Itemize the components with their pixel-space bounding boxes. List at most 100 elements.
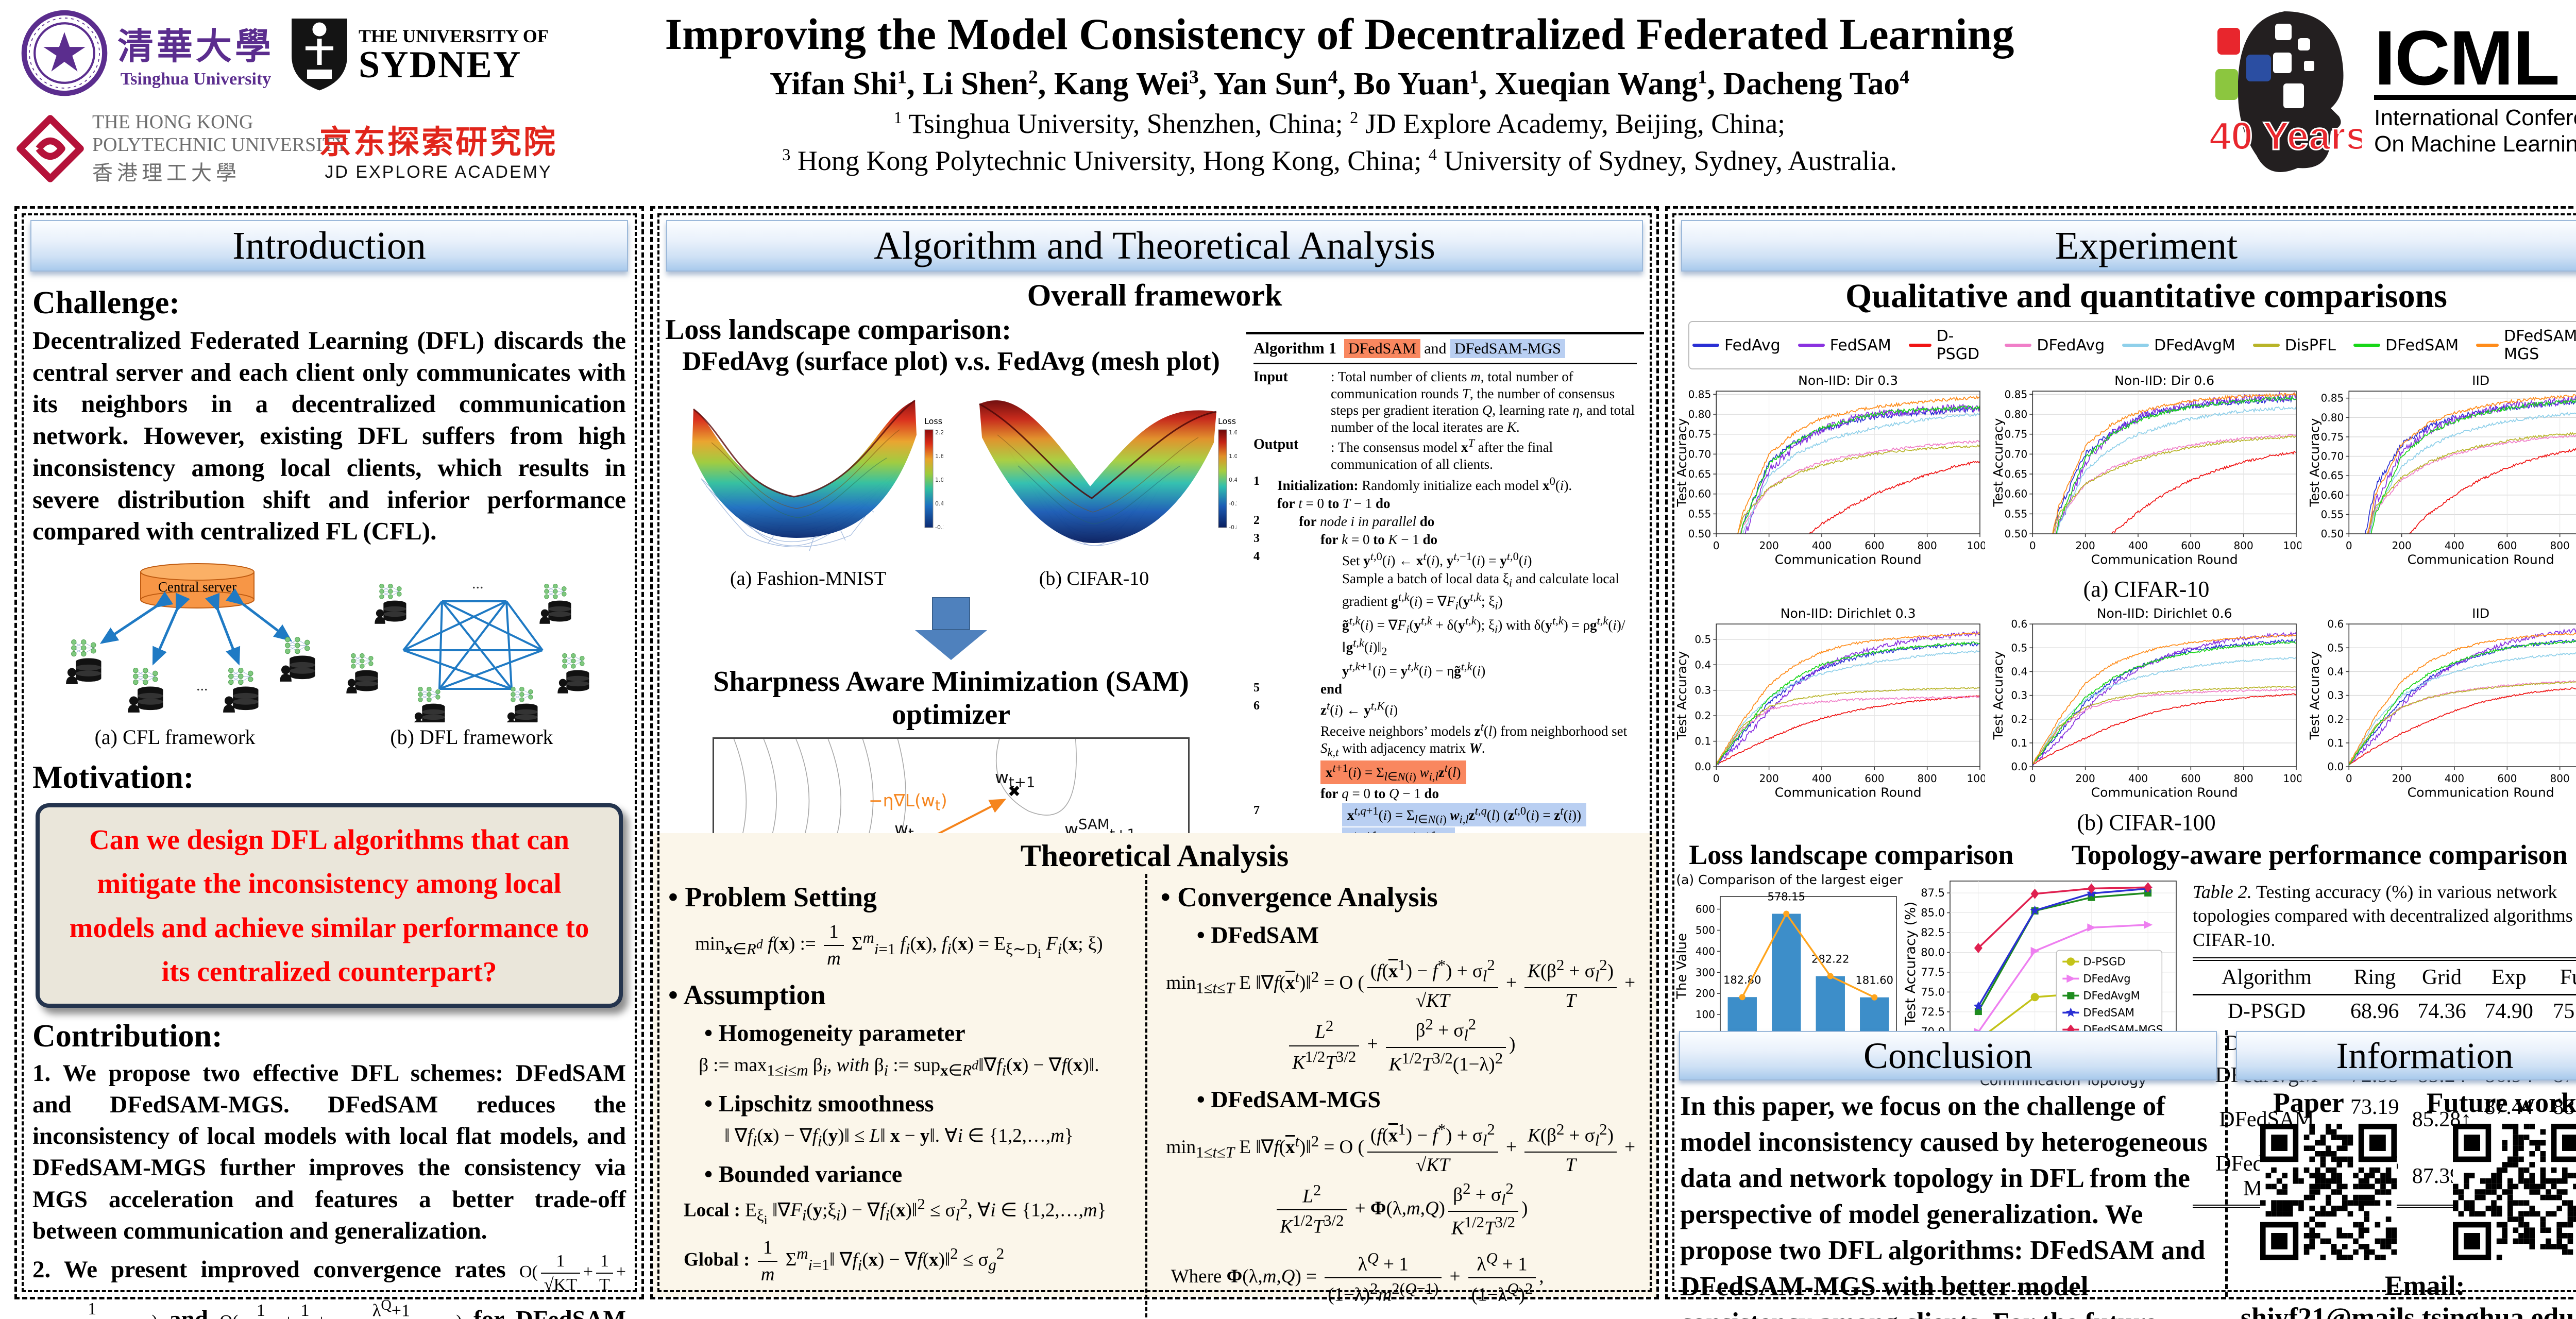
information-header: Information	[2236, 1031, 2576, 1080]
conclusion-section: Conclusion In this paper, we focus on th…	[1668, 1027, 2225, 1319]
dfedsam-conv-formula: min1≤t≤T E ‖∇f(xt)‖2 = O ((f(x1) − f*) +…	[1161, 955, 1641, 1077]
poster-authors: Yifan Shi1, Li Shen2, Kang Wei3, Yan Sun…	[769, 66, 1909, 102]
chart-cifar10-dir03: 0.50 0.55 0.60 0.65 0.70 0.75 0.80 0.85 0 200 400 6…	[1675, 373, 1985, 575]
svg-text:800: 800	[1918, 539, 1937, 552]
svg-text:600: 600	[2497, 773, 2517, 785]
svg-text:282.22: 282.22	[1811, 953, 1849, 965]
svg-text:Test Accuracy: Test Accuracy	[1991, 651, 2006, 740]
svg-text:0.1: 0.1	[2327, 737, 2344, 749]
motivation-heading: Motivation:	[32, 760, 194, 796]
svg-text:0.80: 0.80	[2321, 411, 2344, 424]
sam-grad-wt-label: −η∇L(wt)	[869, 790, 947, 814]
algorithm-input: : Total number of clients m, total numbe…	[1331, 368, 1635, 435]
svg-text:0.75: 0.75	[2321, 431, 2344, 443]
svg-text:200: 200	[2392, 773, 2411, 785]
svg-text:87.5: 87.5	[1921, 887, 1945, 899]
svg-text:578.15: 578.15	[1768, 890, 1805, 903]
svg-text:0.2: 0.2	[2011, 713, 2027, 725]
chart-cifar10-iid: 0.50 0.55 0.60 0.65 0.70 0.75 0.80 0.85 0 200 400 6…	[2308, 373, 2576, 575]
contribution-item-2: 2. We present improved convergence rates…	[32, 1250, 626, 1319]
svg-text:0.85: 0.85	[2005, 388, 2028, 400]
experiment-legend: FedAvg FedSAM D-PSGD DFedAvg DFedAvgM DisPFL D…	[1688, 321, 2576, 369]
legend-swatch	[2122, 344, 2149, 347]
svg-text:0.6: 0.6	[2011, 618, 2027, 630]
sydney-line1: THE UNIVERSITY OF	[359, 25, 549, 46]
svg-text:0.65: 0.65	[2005, 468, 2028, 480]
svg-text:500: 500	[1696, 924, 1715, 936]
chart-cifar10-dir06: 0.50 0.55 0.60 0.65 0.70 0.75 0.80 0.85 0 200 400 6…	[1991, 373, 2301, 575]
information-section: Information Paper Future work Email: shi…	[2228, 1027, 2576, 1319]
algorithm-line: yt,k+1(i) = yt,k(i) − ηg̃t,k(i)	[1342, 660, 1486, 679]
algorithm-name-dfedsam: DFedSAM	[1344, 339, 1420, 358]
algorithm-line: g̃t,k(i) = ∇Fi(yt,k + δ(yt,k); ξi) with …	[1342, 614, 1625, 658]
svg-text:0.80: 0.80	[1688, 408, 1711, 420]
svg-text:0: 0	[1713, 773, 1720, 785]
polyu-logo: THE HONG KONG POLYTECHNIC UNIVERSITY 香港理…	[15, 111, 349, 186]
algorithm-title: Algorithm 1 DFedSAM and DFedSAM-MGS	[1253, 339, 1637, 364]
tsinghua-calligraphy: 清華大學	[117, 27, 274, 67]
dfedsam-conv-heading: • DFedSAM	[1196, 922, 1319, 948]
svg-text:800: 800	[1918, 773, 1937, 785]
svg-text:400: 400	[1696, 945, 1715, 957]
poster-title: Improving the Model Consistency of Decen…	[665, 9, 2014, 59]
svg-text:200: 200	[2075, 539, 2095, 552]
svg-text:200: 200	[2075, 773, 2095, 785]
algorithm-line: 5 end	[1253, 681, 1343, 697]
algorithm-line: 3 for k = 0 to K − 1 do	[1253, 532, 1437, 548]
polyu-line2: POLYTECHNIC UNIVERSITY	[92, 134, 349, 156]
legend-item: FedSAM	[1798, 336, 1891, 354]
svg-text:...: ...	[472, 575, 484, 592]
legend-swatch	[1798, 344, 1825, 347]
svg-text:200: 200	[1759, 539, 1778, 552]
legend-item: FedAvg	[1692, 336, 1781, 354]
svg-text:0.85: 0.85	[2321, 392, 2344, 404]
svg-text:Test Accuracy (%): Test Accuracy (%)	[1903, 902, 1919, 1026]
svg-text:0.70: 0.70	[2005, 448, 2028, 460]
legend-item: D-PSGD	[1908, 327, 1988, 363]
contribution-heading: Contribution:	[32, 1019, 223, 1054]
svg-text:600: 600	[2181, 773, 2200, 785]
chart-cifar100-iid: 0.00.10.20.30.40.50.602004006008001000II…	[2308, 605, 2576, 808]
svg-text:0.3: 0.3	[2327, 689, 2344, 702]
svg-text:0.55: 0.55	[2005, 508, 2028, 520]
algorithm-line: Receive neighbors’ models zt(l) from nei…	[1320, 720, 1628, 759]
svg-text:DFedAvg: DFedAvg	[2083, 972, 2130, 985]
svg-text:0.5: 0.5	[1694, 633, 1711, 646]
svg-text:0.0: 0.0	[2011, 760, 2027, 773]
svg-text:Test Accuracy: Test Accuracy	[1675, 651, 1689, 740]
challenge-heading: Challenge:	[32, 285, 180, 320]
polyu-mark-icon	[16, 114, 84, 182]
jd-logo: 京东探索研究院 JD EXPLORE ACADEMY	[319, 116, 557, 182]
legend-item: DFedAvgM	[2122, 336, 2235, 354]
svg-text:600: 600	[2181, 539, 2200, 552]
svg-text:DFedSAM: DFedSAM	[2083, 1006, 2134, 1019]
svg-text:Test Accuracy: Test Accuracy	[1675, 418, 1689, 508]
table-header-row: AlgorithmRingGridExpFull	[2193, 959, 2576, 996]
svg-text:0: 0	[1713, 539, 1720, 552]
overall-framework-heading: Overall framework	[1027, 278, 1282, 312]
sam-heading: Sharpness Aware Minimization (SAM) optim…	[713, 666, 1189, 731]
svg-text:Communication Round: Communication Round	[2091, 552, 2238, 567]
algorithm-output: : The consensus model xT after the final…	[1331, 436, 1553, 472]
svg-text:0.5: 0.5	[2327, 642, 2344, 654]
svg-text:0.70: 0.70	[2321, 450, 2344, 463]
conclusion-header: Conclusion	[1679, 1031, 2217, 1080]
sam-wt1-label: wt+1	[995, 767, 1036, 791]
svg-text:85.0: 85.0	[1921, 906, 1945, 919]
cifar10-chart-row: 0.50 0.55 0.60 0.65 0.70 0.75 0.80 0.85 0 200 400 6…	[1668, 369, 2576, 575]
svg-text:...: ...	[196, 677, 208, 694]
theory-title: Theoretical Analysis	[1020, 839, 1289, 873]
svg-text:DFedAvgM: DFedAvgM	[2083, 989, 2140, 1002]
svg-text:0.65: 0.65	[2321, 469, 2344, 482]
svg-text:D-PSGD: D-PSGD	[2083, 955, 2125, 968]
svg-text:0.75: 0.75	[2005, 428, 2028, 441]
svg-text:1000: 1000	[1967, 539, 1986, 552]
qualitative-heading: Qualitative and quantitative comparisons	[1845, 277, 2447, 315]
surface-caption-b: (b) CIFAR-10	[1039, 568, 1149, 589]
svg-text:400: 400	[2128, 539, 2148, 552]
icml-sub1: International Conference	[2374, 105, 2576, 130]
polyu-line1: THE HONG KONG	[92, 111, 253, 133]
svg-text:Communication Round: Communication Round	[1775, 552, 1922, 567]
loss-comparison-heading: Loss landscape comparison	[1689, 839, 2014, 870]
experiment-header: Experiment	[1681, 220, 2576, 272]
